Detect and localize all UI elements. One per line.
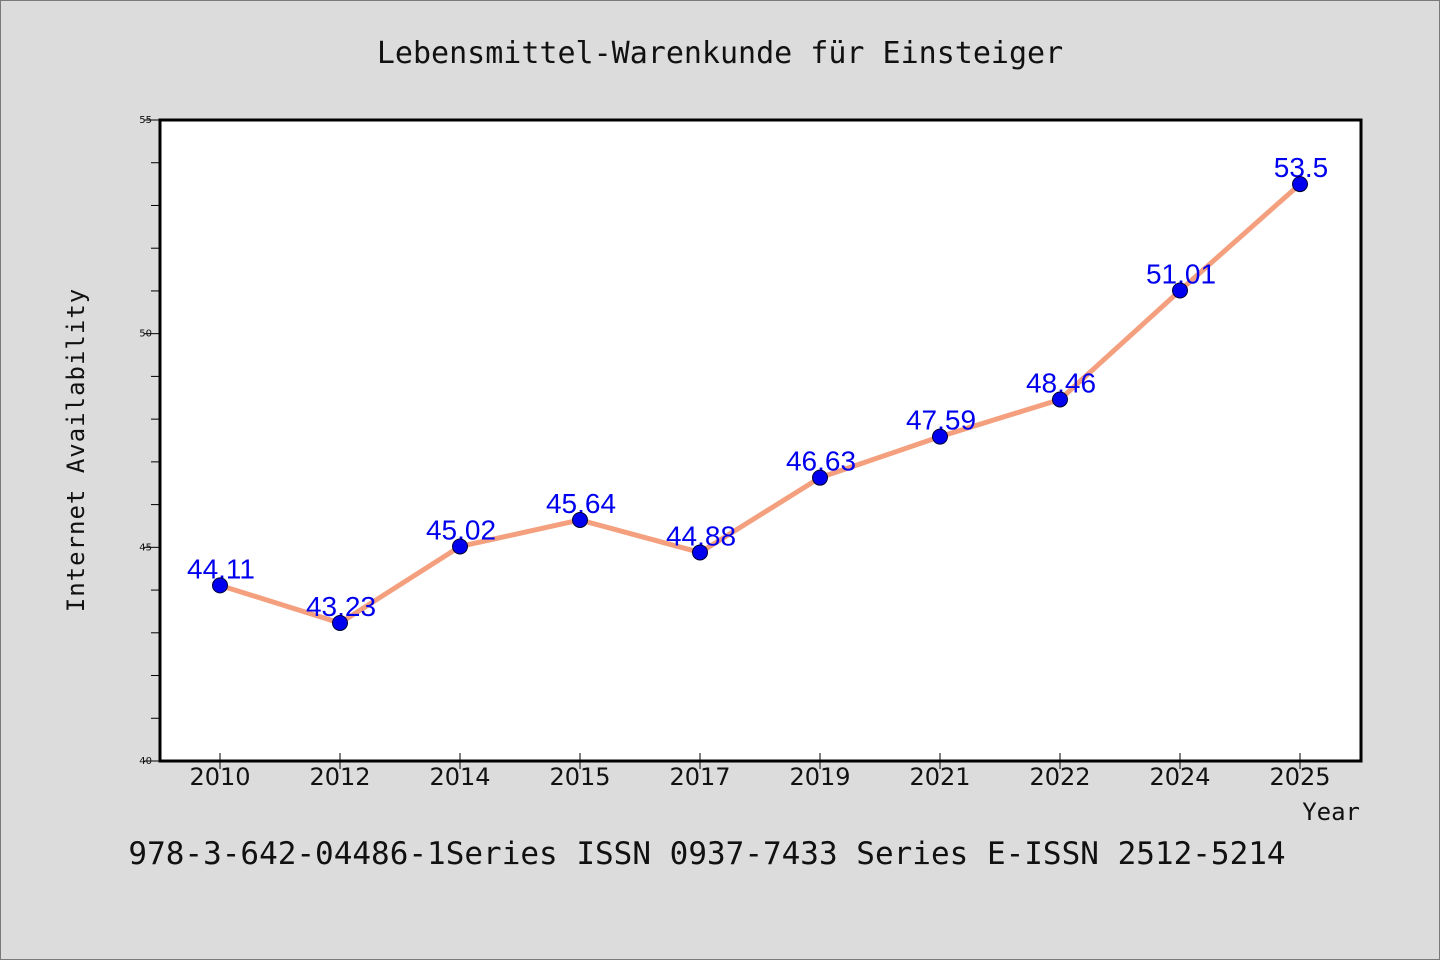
- y-tick-label: 45: [139, 542, 152, 553]
- x-tick-label: 2017: [669, 763, 730, 791]
- data-point: [692, 544, 708, 561]
- series-line: [217, 181, 1303, 626]
- data-point: [932, 428, 948, 445]
- data-point: [1292, 176, 1308, 193]
- y-axis-label: Internet Availability: [62, 288, 90, 612]
- x-tick-label: 2019: [789, 763, 850, 791]
- x-tick-label: 2021: [909, 763, 970, 791]
- x-tick-label: 2014: [429, 763, 490, 791]
- chart-title: Lebensmittel-Warenkunde für Einsteiger: [377, 36, 1063, 71]
- x-axis-label: Year: [1302, 798, 1360, 826]
- series: 44.1143.2345.0245.6444.8846.6347.5948.46…: [187, 152, 1328, 631]
- x-tick-label: 2024: [1149, 763, 1210, 791]
- data-point: [212, 577, 228, 594]
- y-tick-label: 40: [139, 756, 152, 767]
- x-tick-label: 2012: [309, 763, 370, 791]
- footer-text: 978-3-642-04486-1Series ISSN 0937-7433 S…: [128, 836, 1285, 872]
- y-axis: 40 45 50 55: [139, 115, 160, 767]
- x-tick-label: 2025: [1269, 763, 1330, 791]
- data-point: [332, 614, 348, 631]
- plot-area: [158, 118, 1363, 763]
- x-axis: 2010 2012 2014 2015 2017 2019 2021 2022 2024 2025: [189, 753, 1331, 791]
- data-point: [452, 538, 468, 555]
- y-tick-label: 55: [139, 115, 152, 126]
- x-tick-label: 2022: [1029, 763, 1090, 791]
- x-tick-label: 2015: [549, 763, 610, 791]
- data-point: [1052, 391, 1068, 408]
- data-point: [812, 469, 828, 486]
- data-point: [572, 511, 588, 528]
- x-tick-label: 2010: [189, 763, 250, 791]
- data-point: [1172, 282, 1188, 299]
- y-tick-label: 50: [139, 329, 152, 340]
